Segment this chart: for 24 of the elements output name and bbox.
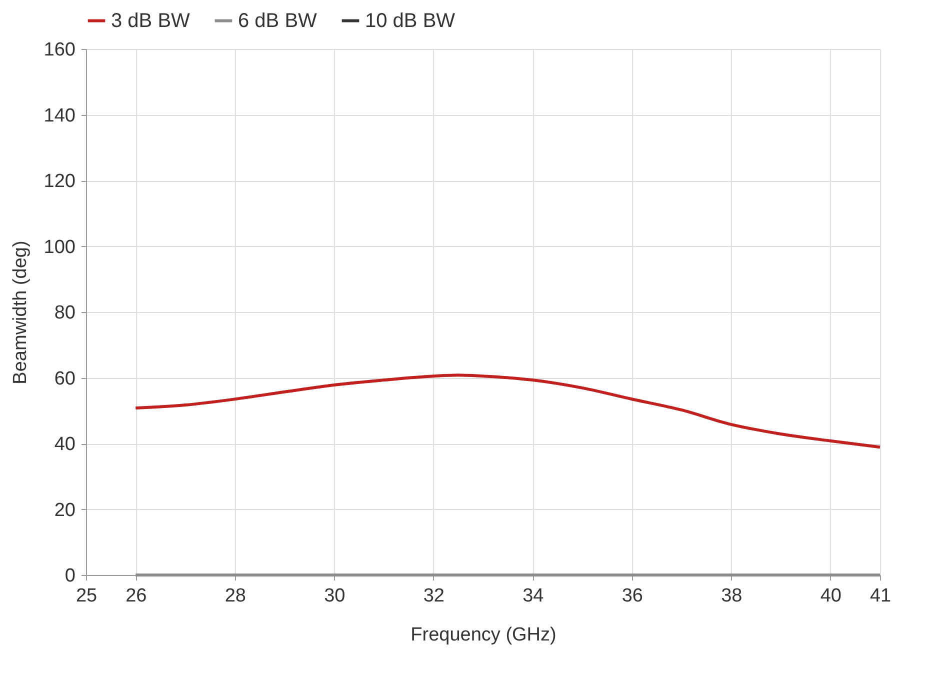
y-tick-label: 160 [44,40,76,60]
x-tick-label: 34 [522,586,544,606]
x-tick-label: 36 [622,586,643,606]
x-tick-label: 25 [76,586,98,606]
x-tick-label: 30 [324,586,346,606]
legend-label: 3 dB BW [111,10,190,32]
y-tick-label: 80 [54,302,76,324]
y-tick-label: 20 [54,500,76,521]
x-tick-label: 32 [423,586,444,606]
x-tick-label: 40 [820,586,842,606]
x-tick-label: 26 [126,586,147,606]
y-tick-label: 40 [54,434,76,455]
x-tick-label: 38 [721,586,742,606]
legend-label: 6 dB BW [238,10,318,32]
legend-label: 10 dB BW [365,10,456,32]
x-tick-label: 41 [870,586,892,606]
y-tick-label: 140 [44,105,76,126]
y-tick-label: 120 [44,171,76,192]
y-tick-label: 100 [44,236,76,258]
x-axis-title: Frequency (GHz) [410,624,556,646]
y-axis-title: Beamwidth (deg) [10,240,31,384]
x-tick-label: 28 [224,586,246,606]
y-tick-label: 0 [64,566,76,586]
y-tick-label: 60 [54,368,76,390]
